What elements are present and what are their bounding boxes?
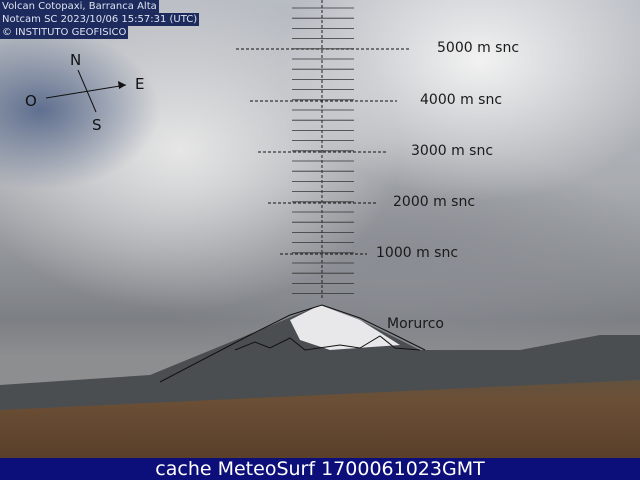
- altitude-label: 3000 m snc: [411, 143, 494, 159]
- scale-ticks: [292, 7, 354, 295]
- compass-ew-line: [45, 84, 127, 99]
- crater-outline: [234, 335, 421, 351]
- scale-overlay: [0, 0, 640, 410]
- snow-cap: [290, 305, 400, 350]
- altitude-label: 1000 m snc: [376, 245, 459, 261]
- compass-ns-line: [77, 69, 97, 113]
- peak-label: Morurco: [387, 316, 444, 332]
- compass-arrow-icon: [118, 81, 126, 89]
- overlay-copyright: © INSTITUTO GEOFISICO: [0, 26, 129, 39]
- altitude-label: 2000 m snc: [393, 194, 476, 210]
- altitude-label: 4000 m snc: [420, 92, 503, 108]
- overlay-timestamp: Notcam SC 2023/10/06 15:57:31 (UTC): [0, 13, 200, 26]
- overlay-location: Volcan Cotopaxi, Barranca Alta: [0, 0, 159, 13]
- volcano-silhouette: [0, 305, 640, 410]
- compass-east: E: [135, 75, 145, 93]
- altitude-label: 5000 m snc: [437, 40, 520, 56]
- peak-outline: [159, 304, 426, 383]
- compass-north: N: [70, 51, 82, 69]
- compass-south: S: [92, 116, 102, 134]
- compass-west: O: [25, 92, 37, 110]
- footer-banner: cache MeteoSurf 1700061023GMT: [0, 458, 640, 480]
